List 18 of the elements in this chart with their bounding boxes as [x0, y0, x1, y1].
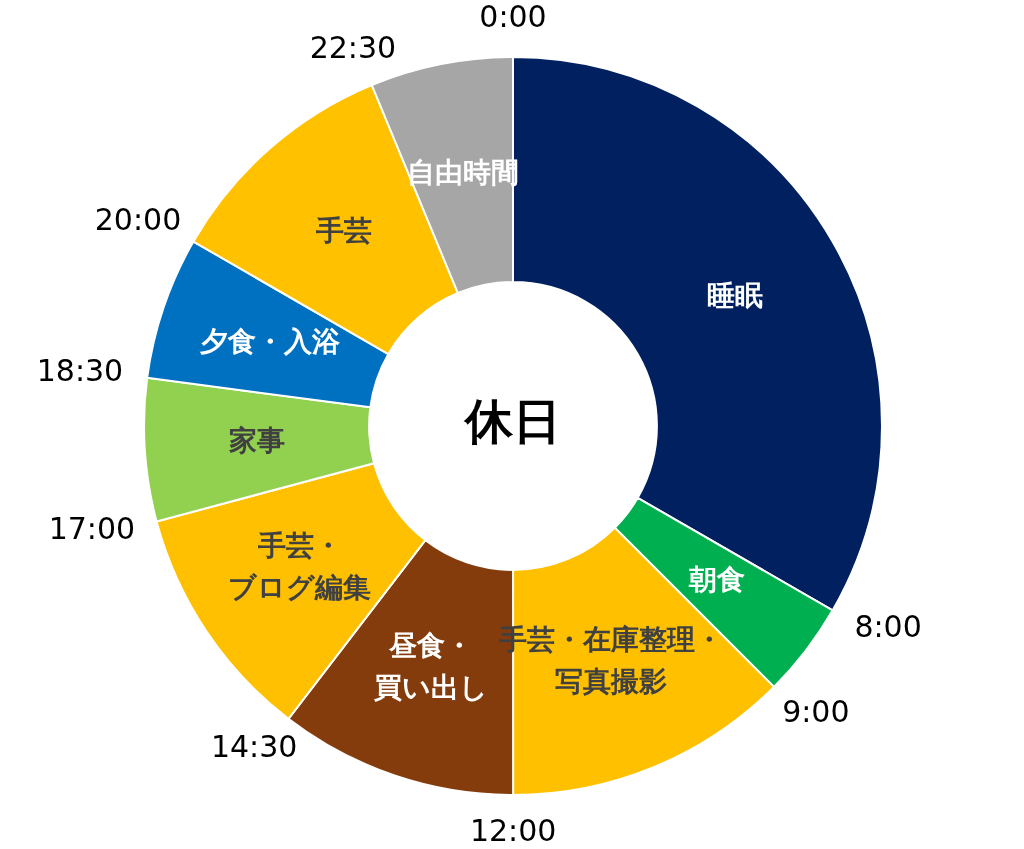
- text: 22:30: [309, 29, 397, 65]
- text: 17:00: [48, 511, 136, 547]
- text: 14:30: [210, 728, 298, 764]
- slice-label: 手芸・在庫整理・写真撮影: [498, 623, 724, 699]
- text: 20:00: [94, 202, 182, 238]
- slice-label: 昼食・買い出し: [373, 629, 488, 705]
- text: 9:00: [782, 693, 850, 729]
- slice-label: 手芸・ブログ編集: [228, 528, 372, 604]
- slice-label: 手芸: [314, 214, 372, 248]
- slice-label: 夕食・入浴: [199, 324, 341, 358]
- text: 8:00: [854, 609, 922, 645]
- slice-label: 睡眠: [707, 279, 764, 313]
- text: 18:30: [36, 352, 124, 388]
- text: 0:00: [479, 0, 547, 34]
- slice-label: 朝食: [687, 563, 745, 597]
- text: 休日: [463, 393, 561, 450]
- slice-label: 家事: [228, 424, 286, 458]
- text: 12:00: [469, 812, 557, 848]
